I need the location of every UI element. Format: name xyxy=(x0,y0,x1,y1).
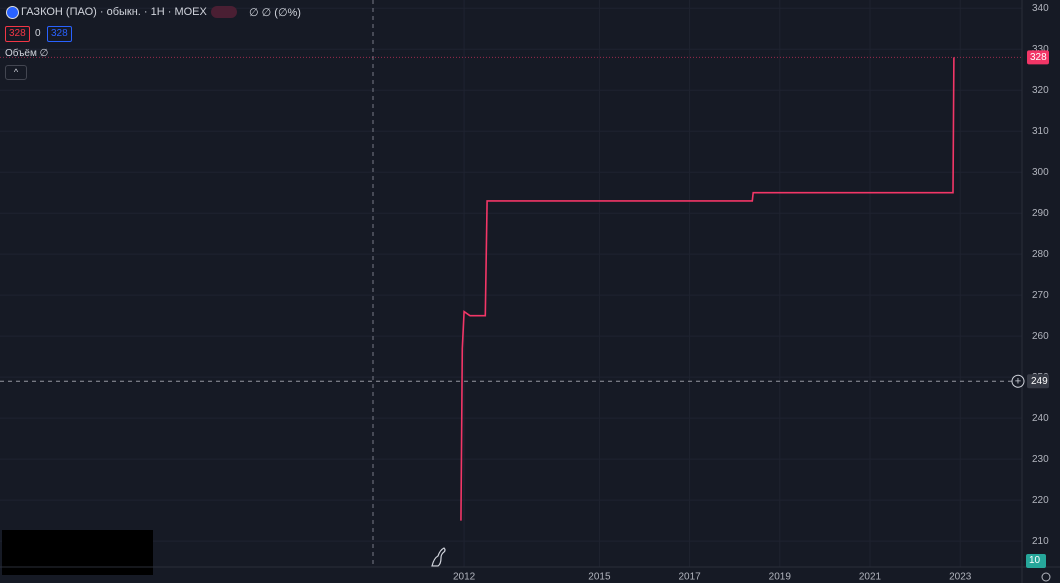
y-tick-label: 330 xyxy=(1032,44,1049,55)
redacted-area xyxy=(2,530,153,575)
add-alert-plus: + xyxy=(1015,376,1021,388)
crosshair-box xyxy=(1027,374,1049,389)
x-tick-label: 2021 xyxy=(859,572,882,583)
x-tick-label: 2023 xyxy=(949,572,972,583)
bid-box[interactable]: 328 xyxy=(5,26,30,42)
y-tick-label: 240 xyxy=(1032,413,1049,424)
add-alert-button[interactable] xyxy=(1011,374,1025,388)
volume-legend: Объём ∅ xyxy=(5,48,49,59)
y-tick-label: 290 xyxy=(1032,208,1049,219)
y-tick-label: 220 xyxy=(1032,495,1049,506)
price-change: ∅ ∅ (∅%) xyxy=(249,7,301,19)
y-tick-label: 210 xyxy=(1032,536,1049,547)
y-tick-label: 230 xyxy=(1032,454,1049,465)
settings-icon[interactable] xyxy=(1041,572,1051,582)
volume-last-label: 10 xyxy=(1026,554,1046,568)
last-price-label: 328 xyxy=(1030,52,1047,63)
y-tick-label: 280 xyxy=(1032,249,1049,260)
x-tick-label: 2019 xyxy=(769,572,792,583)
last-price-box xyxy=(1027,50,1049,65)
price-line xyxy=(460,57,955,521)
x-tick-label: 2017 xyxy=(678,572,701,583)
collapse-button[interactable]: ^ xyxy=(5,65,27,80)
y-tick-label: 320 xyxy=(1032,85,1049,96)
crosshair-label: 249 xyxy=(1031,376,1048,387)
status-badge[interactable] xyxy=(211,6,237,18)
y-tick-label: 270 xyxy=(1032,290,1049,301)
x-tick-label: 2012 xyxy=(453,572,476,583)
ask-box[interactable]: 328 xyxy=(47,26,72,42)
y-tick-label: 310 xyxy=(1032,126,1049,137)
y-tick-label: 260 xyxy=(1032,331,1049,342)
symbol-icon xyxy=(6,6,19,19)
x-tick-label: 2015 xyxy=(588,572,611,583)
y-tick-label: 340 xyxy=(1032,3,1049,14)
y-tick-label: 300 xyxy=(1032,167,1049,178)
symbol-title[interactable]: ГАЗКОН (ПАО) · обыкн. · 1H · MOEX xyxy=(21,6,207,18)
logo xyxy=(431,547,446,567)
spread: 0 xyxy=(35,28,41,39)
